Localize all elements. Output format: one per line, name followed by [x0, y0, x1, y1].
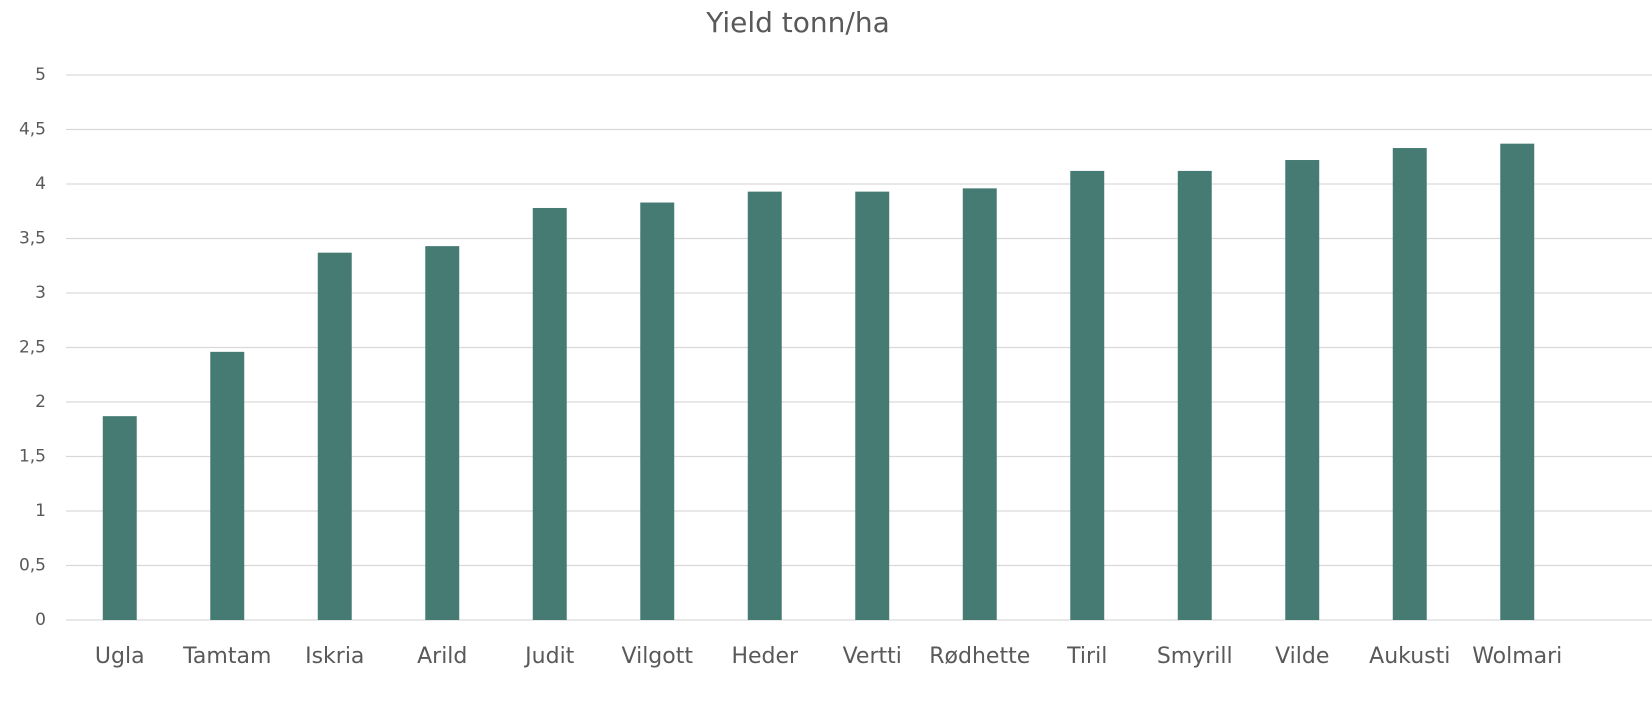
x-tick-label: Wolmari: [1472, 644, 1562, 669]
bar: [425, 246, 460, 620]
chart-title: Yield tonn/ha: [705, 6, 890, 39]
bar: [102, 416, 137, 620]
bar: [962, 188, 997, 621]
bar: [1070, 170, 1105, 621]
y-tick-label: 1,5: [19, 447, 46, 467]
bar: [317, 252, 352, 621]
x-tick-label: Aukusti: [1369, 644, 1450, 669]
x-tick-label: Vilgott: [622, 644, 694, 669]
x-tick-label: Tamtam: [182, 644, 271, 669]
y-tick-label: 3,5: [19, 229, 46, 249]
y-tick-label: 4: [35, 174, 46, 194]
bar: [1177, 170, 1212, 621]
x-tick-label: Heder: [731, 644, 799, 669]
y-tick-label: 4,5: [19, 120, 46, 140]
y-tick-label: 2: [35, 392, 46, 412]
x-tick-label: Judit: [523, 644, 575, 669]
x-tick-label: Vilde: [1275, 644, 1329, 669]
y-tick-label: 2,5: [19, 338, 46, 358]
bar: [1500, 143, 1535, 621]
bar: [640, 202, 675, 620]
x-tick-label: Arild: [417, 644, 467, 669]
x-tick-label: Iskria: [305, 644, 364, 669]
bar: [1285, 160, 1320, 620]
x-tick-label: Smyrill: [1157, 644, 1233, 669]
bar: [532, 207, 567, 621]
y-tick-label: 5: [35, 65, 46, 85]
x-tick-label: Rødhette: [929, 644, 1030, 669]
y-tick-label: 3: [35, 283, 46, 303]
bar: [210, 351, 245, 620]
y-tick-label: 0: [35, 610, 46, 630]
bar: [855, 191, 890, 620]
x-tick-label: Vertti: [843, 644, 902, 669]
y-tick-label: 1: [35, 501, 46, 521]
x-tick-label: Ugla: [95, 644, 145, 669]
x-tick-label: Tiril: [1066, 644, 1107, 669]
bar: [1392, 148, 1427, 620]
bar: [747, 191, 782, 620]
y-tick-label: 0,5: [19, 556, 46, 576]
